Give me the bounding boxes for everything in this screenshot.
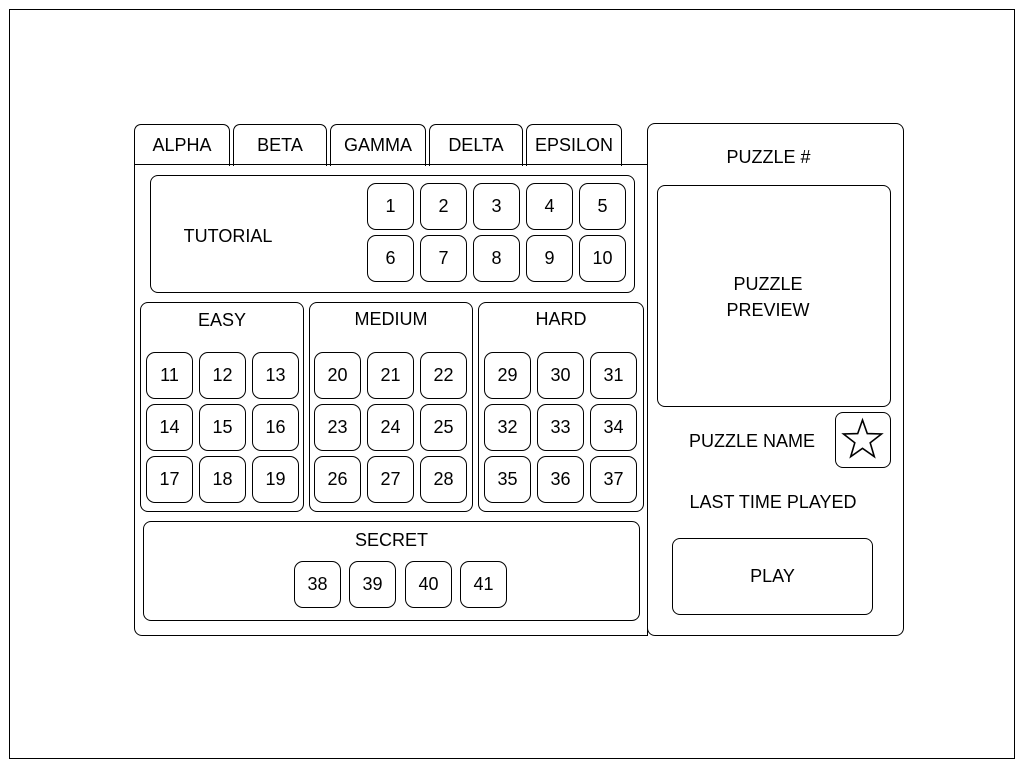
level-17-button[interactable]: 17 — [146, 456, 193, 503]
level-36-button[interactable]: 36 — [537, 456, 584, 503]
level-22-button[interactable]: 22 — [420, 352, 467, 399]
level-8-button[interactable]: 8 — [473, 235, 520, 282]
level-41-button[interactable]: 41 — [460, 561, 507, 608]
level-4-button[interactable]: 4 — [526, 183, 573, 230]
level-14-button[interactable]: 14 — [146, 404, 193, 451]
tab-epsilon[interactable]: EPSILON — [526, 124, 622, 166]
level-9-button[interactable]: 9 — [526, 235, 573, 282]
play-button-label: PLAY — [750, 566, 795, 586]
last-time-played: LAST TIME PLAYED — [689, 492, 857, 512]
level-11-button[interactable]: 11 — [146, 352, 193, 399]
level-15-button[interactable]: 15 — [199, 404, 246, 451]
level-10-button[interactable]: 10 — [579, 235, 626, 282]
level-13-button[interactable]: 13 — [252, 352, 299, 399]
level-28-button[interactable]: 28 — [420, 456, 467, 503]
level-7-button[interactable]: 7 — [420, 235, 467, 282]
level-23-button[interactable]: 23 — [314, 404, 361, 451]
level-38-button[interactable]: 38 — [294, 561, 341, 608]
puzzle-number: PUZZLE # — [726, 147, 811, 167]
favorite-button[interactable] — [835, 412, 891, 468]
medium-label: MEDIUM — [354, 309, 428, 329]
tab-delta[interactable]: DELTA — [429, 124, 523, 166]
secret-label: SECRET — [354, 530, 428, 550]
level-37-button[interactable]: 37 — [590, 456, 637, 503]
easy-label: EASY — [197, 310, 247, 330]
hard-label: HARD — [535, 309, 587, 329]
level-40-button[interactable]: 40 — [405, 561, 452, 608]
level-26-button[interactable]: 26 — [314, 456, 361, 503]
level-33-button[interactable]: 33 — [537, 404, 584, 451]
level-2-button[interactable]: 2 — [420, 183, 467, 230]
level-5-button[interactable]: 5 — [579, 183, 626, 230]
level-20-button[interactable]: 20 — [314, 352, 361, 399]
level-32-button[interactable]: 32 — [484, 404, 531, 451]
puzzle-info-panel — [647, 123, 904, 636]
puzzle-preview-line2: PREVIEW — [726, 300, 810, 320]
level-27-button[interactable]: 27 — [367, 456, 414, 503]
level-34-button[interactable]: 34 — [590, 404, 637, 451]
level-39-button[interactable]: 39 — [349, 561, 396, 608]
level-18-button[interactable]: 18 — [199, 456, 246, 503]
level-25-button[interactable]: 25 — [420, 404, 467, 451]
level-30-button[interactable]: 30 — [537, 352, 584, 399]
level-35-button[interactable]: 35 — [484, 456, 531, 503]
level-29-button[interactable]: 29 — [484, 352, 531, 399]
level-31-button[interactable]: 31 — [590, 352, 637, 399]
level-19-button[interactable]: 19 — [252, 456, 299, 503]
puzzle-preview — [657, 185, 891, 407]
star-icon — [841, 417, 884, 459]
level-21-button[interactable]: 21 — [367, 352, 414, 399]
window-frame — [9, 9, 1015, 759]
tab-alpha[interactable]: ALPHA — [134, 124, 230, 166]
level-24-button[interactable]: 24 — [367, 404, 414, 451]
puzzle-name: PUZZLE NAME — [688, 431, 816, 451]
puzzle-preview-line1: PUZZLE — [733, 274, 803, 294]
play-button[interactable]: PLAY — [672, 538, 873, 615]
tutorial-label: TUTORIAL — [183, 226, 273, 246]
tab-gamma[interactable]: GAMMA — [330, 124, 426, 166]
tab-beta[interactable]: BETA — [233, 124, 327, 166]
level-12-button[interactable]: 12 — [199, 352, 246, 399]
level-3-button[interactable]: 3 — [473, 183, 520, 230]
level-16-button[interactable]: 16 — [252, 404, 299, 451]
level-1-button[interactable]: 1 — [367, 183, 414, 230]
level-6-button[interactable]: 6 — [367, 235, 414, 282]
